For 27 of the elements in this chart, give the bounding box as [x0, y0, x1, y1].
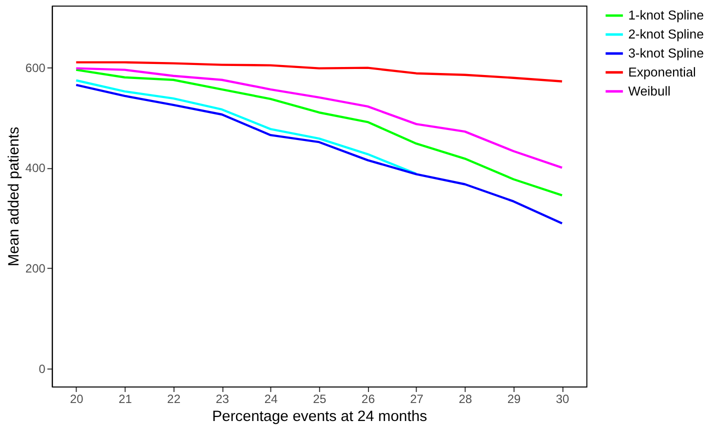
legend-label: 2-knot Spline	[628, 26, 704, 42]
x-tick-label: 28	[458, 392, 472, 406]
y-tick-label: 400	[25, 161, 46, 176]
y-axis-title: Mean added patients	[5, 126, 22, 266]
x-tick-label: 21	[118, 392, 132, 406]
x-tick-label: 22	[167, 392, 181, 406]
legend-label: 1-knot Spline	[628, 8, 704, 23]
line-series	[75, 79, 418, 175]
legend-label: Exponential	[628, 64, 696, 80]
x-tick-label: 29	[507, 392, 521, 406]
line-series	[75, 67, 564, 169]
y-tick-label: 600	[25, 60, 46, 75]
x-tick-label: 25	[312, 392, 327, 406]
x-tick-label: 24	[264, 392, 278, 406]
x-tick-label: 20	[70, 392, 84, 406]
y-tick-label: 200	[25, 262, 46, 276]
x-tick-label: 27	[410, 392, 424, 406]
line-series	[75, 68, 564, 196]
y-tick-label: 0	[38, 362, 46, 376]
line-series	[75, 84, 564, 225]
legend-label: Weibull	[628, 83, 671, 98]
x-tick-label: 23	[216, 392, 230, 406]
x-tick-label: 30	[556, 392, 570, 406]
x-axis-title: Percentage events at 24 months	[212, 408, 428, 425]
x-tick-label: 26	[362, 392, 376, 406]
legend-label: 3-knot Spline	[628, 45, 704, 60]
line-series	[75, 61, 564, 82]
